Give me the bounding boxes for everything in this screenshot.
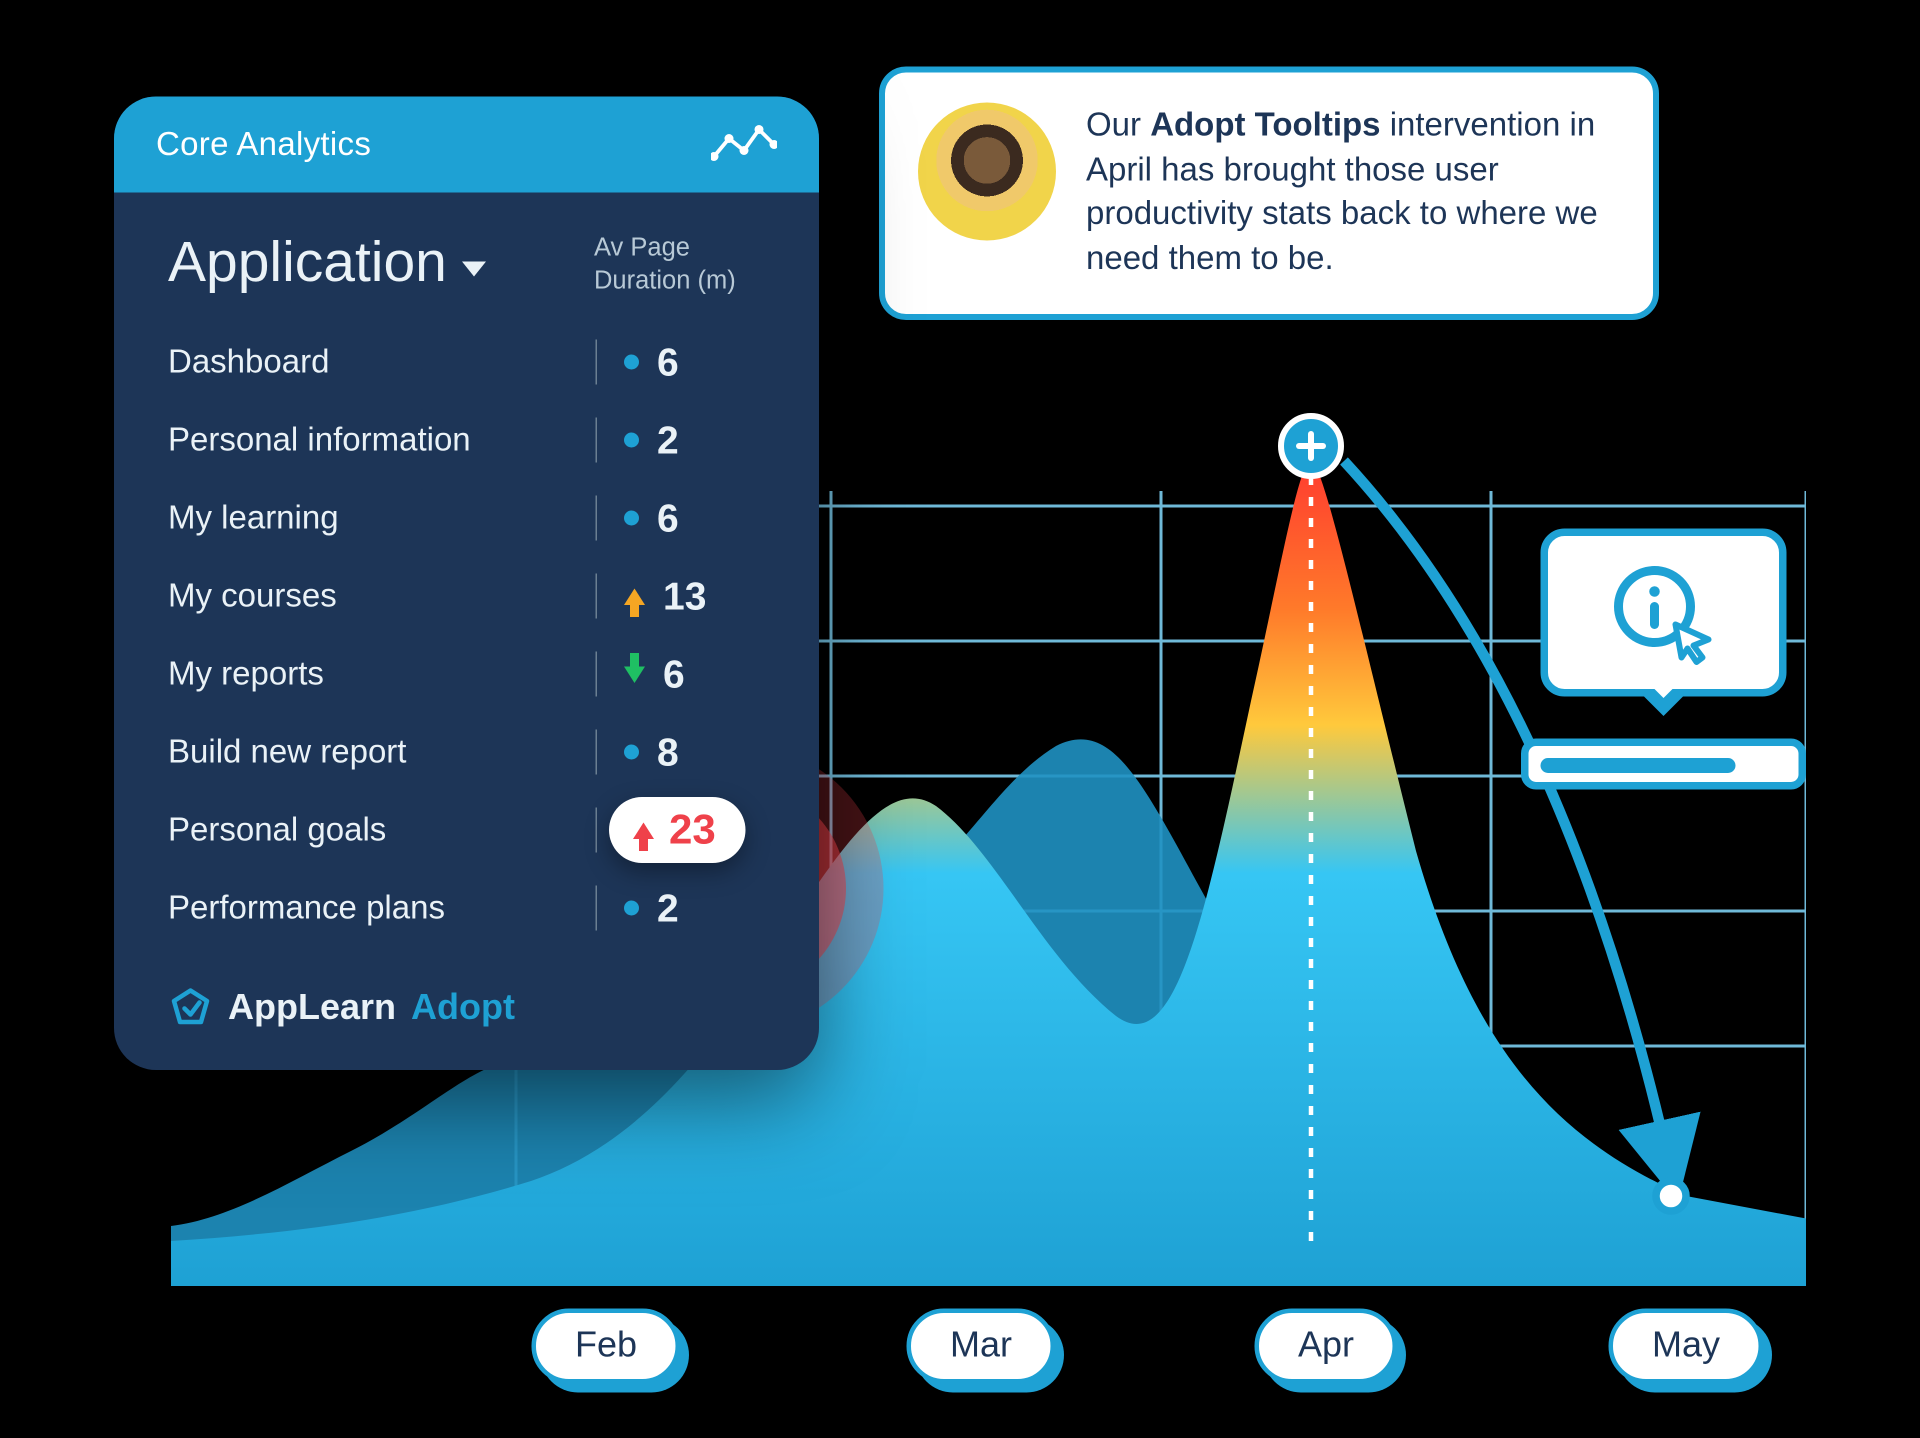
metric-label: Personal goals xyxy=(168,811,596,850)
analytics-card: Core Analytics Application Av Page Durat… xyxy=(114,97,819,1071)
divider xyxy=(596,574,598,619)
metric-row[interactable]: Build new report 8 xyxy=(168,713,774,791)
metric-row[interactable]: My learning 6 xyxy=(168,479,774,557)
metric-row[interactable]: Performance plans 2 xyxy=(168,869,774,947)
quote-bubble: Our Adopt Tooltips intervention in April… xyxy=(879,67,1659,320)
dot-icon xyxy=(624,901,639,916)
brand-product: Adopt xyxy=(411,988,515,1030)
brand: AppLearn Adopt xyxy=(168,986,774,1031)
column-header-avg-duration: Av Page Duration (m) xyxy=(594,232,774,296)
card-header-title: Core Analytics xyxy=(156,125,371,164)
chevron-down-icon xyxy=(462,261,486,276)
month-pill-apr[interactable]: Apr xyxy=(1254,1309,1397,1384)
metric-label: Performance plans xyxy=(168,889,596,928)
divider xyxy=(596,418,598,463)
avatar xyxy=(918,103,1056,241)
metrics-list: Dashboard 6 Personal information 2 My le… xyxy=(168,323,774,947)
metric-value: 23 xyxy=(669,806,716,854)
metric-row[interactable]: My courses 13 xyxy=(168,557,774,635)
brand-name: AppLearn xyxy=(228,988,396,1030)
divider xyxy=(596,496,598,541)
metric-label: Personal information xyxy=(168,421,596,460)
metric-value: 13 xyxy=(663,573,706,620)
metric-row[interactable]: My reports 6 xyxy=(168,635,774,713)
divider xyxy=(596,808,598,853)
end-marker xyxy=(1656,1181,1686,1211)
metric-value: 6 xyxy=(657,339,679,386)
metric-label: Build new report xyxy=(168,733,596,772)
dot-icon xyxy=(624,355,639,370)
month-pill-may[interactable]: May xyxy=(1608,1309,1763,1384)
tooltip-hint xyxy=(1521,529,1806,790)
arrow-up-icon xyxy=(633,822,654,839)
dot-icon xyxy=(624,433,639,448)
month-pill-feb[interactable]: Feb xyxy=(531,1309,680,1384)
metric-value: 2 xyxy=(657,885,679,932)
analytics-line-icon xyxy=(711,124,777,166)
tooltip-progress-bar xyxy=(1521,739,1806,790)
divider xyxy=(596,652,598,697)
chart-x-axis: Feb Mar Apr May xyxy=(171,1309,1806,1399)
metric-value: 2 xyxy=(657,417,679,464)
divider xyxy=(596,340,598,385)
metric-label: My reports xyxy=(168,655,596,694)
metric-row[interactable]: Dashboard 6 xyxy=(168,323,774,401)
highlight-pill[interactable]: 23 xyxy=(609,797,746,863)
dot-icon xyxy=(624,511,639,526)
divider xyxy=(596,730,598,775)
metric-label: My courses xyxy=(168,577,596,616)
month-pill-mar[interactable]: Mar xyxy=(906,1309,1055,1384)
metric-value: 6 xyxy=(663,651,685,698)
metric-label: My learning xyxy=(168,499,596,538)
arrow-up-icon xyxy=(624,588,645,605)
metric-row[interactable]: Personal information 2 xyxy=(168,401,774,479)
metric-value: 8 xyxy=(657,729,679,776)
application-title: Application xyxy=(168,232,447,297)
tooltip-bubble[interactable] xyxy=(1541,529,1787,697)
divider xyxy=(596,886,598,931)
card-header: Core Analytics xyxy=(114,97,819,193)
metric-row[interactable]: Personal goals 23 xyxy=(168,791,774,869)
peak-marker[interactable] xyxy=(1281,416,1341,476)
quote-text: Our Adopt Tooltips intervention in April… xyxy=(1086,103,1614,281)
metric-label: Dashboard xyxy=(168,343,596,382)
brand-logo-icon xyxy=(168,986,213,1031)
application-dropdown[interactable]: Application xyxy=(168,232,486,297)
arrow-down-icon xyxy=(624,666,645,683)
dot-icon xyxy=(624,745,639,760)
metric-value: 6 xyxy=(657,495,679,542)
info-cursor-icon xyxy=(1610,559,1718,667)
